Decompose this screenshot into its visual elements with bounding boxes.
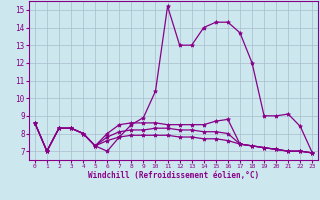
X-axis label: Windchill (Refroidissement éolien,°C): Windchill (Refroidissement éolien,°C): [88, 171, 259, 180]
